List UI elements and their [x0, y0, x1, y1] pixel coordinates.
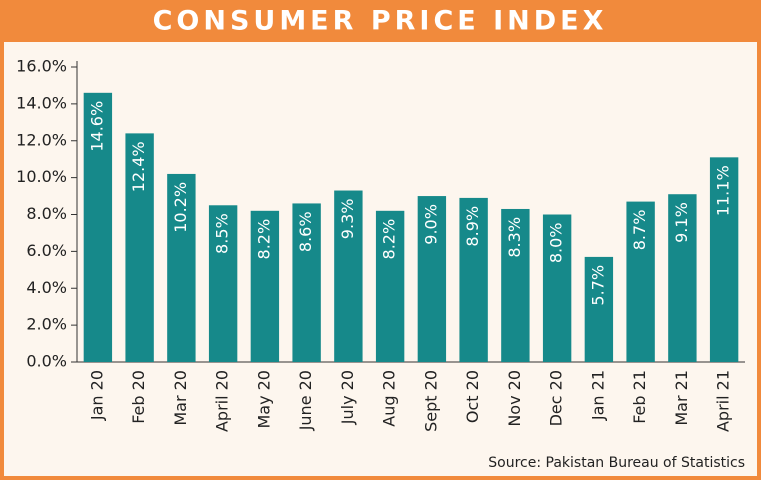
- y-tick-label: 16.0%: [16, 57, 67, 76]
- y-tick-label: 10.0%: [16, 167, 67, 186]
- bar: [584, 256, 614, 362]
- bar: [250, 210, 280, 362]
- bar: [167, 173, 196, 362]
- bar: [292, 203, 321, 362]
- bar: [375, 210, 405, 362]
- x-tick-label: July 20: [338, 370, 357, 425]
- value-label: 8.5%: [213, 213, 232, 254]
- x-tick-label: Jan 21: [588, 370, 607, 421]
- x-tick-label: April 20: [213, 370, 232, 432]
- x-tick-label: Oct 20: [463, 370, 482, 423]
- value-label: 9.0%: [421, 204, 440, 245]
- bar: [459, 197, 488, 362]
- y-tick-label: 0.0%: [26, 352, 67, 371]
- value-label: 8.7%: [630, 210, 649, 251]
- value-label: 9.1%: [672, 202, 691, 243]
- value-label: 5.7%: [588, 265, 607, 306]
- value-label: 14.6%: [87, 101, 106, 152]
- value-label: 12.4%: [129, 141, 148, 192]
- y-tick-label: 14.0%: [16, 93, 67, 112]
- bar: [83, 92, 113, 362]
- bar: [668, 194, 697, 362]
- x-tick-label: Jan 20: [87, 370, 106, 421]
- x-tick-label: April 21: [714, 370, 733, 432]
- x-tick-label: Feb 20: [129, 370, 148, 424]
- x-tick-label: Mar 21: [672, 370, 691, 426]
- x-tick-label: Sept 20: [421, 370, 440, 432]
- y-tick-label: 12.0%: [16, 130, 67, 149]
- value-label: 11.1%: [714, 165, 733, 216]
- x-tick-label: Feb 21: [630, 370, 649, 424]
- y-tick-label: 4.0%: [26, 278, 67, 297]
- value-label: 8.6%: [296, 211, 315, 252]
- bar: [208, 205, 238, 362]
- value-label: 9.3%: [338, 199, 357, 240]
- bar: [542, 214, 572, 362]
- value-label: 10.2%: [171, 182, 190, 233]
- x-tick-label: Dec 20: [547, 370, 566, 426]
- x-tick-label: June 20: [296, 370, 315, 431]
- y-tick-label: 8.0%: [26, 204, 67, 223]
- value-label: 8.2%: [254, 219, 273, 260]
- y-tick-label: 6.0%: [26, 241, 67, 260]
- bar: [626, 201, 655, 362]
- value-label: 8.9%: [463, 206, 482, 247]
- x-tick-label: Aug 20: [380, 370, 399, 427]
- x-tick-label: Nov 20: [505, 370, 524, 427]
- value-label: 8.3%: [505, 217, 524, 258]
- chart-title: CONSUMER PRICE INDEX: [153, 6, 608, 37]
- bar: [709, 157, 739, 362]
- y-tick-label: 2.0%: [26, 315, 67, 334]
- bar: [334, 190, 363, 362]
- source: Source: Pakistan Bureau of Statistics: [488, 455, 745, 471]
- value-label: 8.2%: [380, 219, 399, 260]
- x-tick-label: Mar 20: [171, 370, 190, 426]
- bar: [501, 208, 530, 362]
- value-label: 8.0%: [547, 223, 566, 264]
- bar: [125, 133, 154, 362]
- bar: [417, 196, 447, 362]
- x-tick-label: May 20: [254, 370, 273, 429]
